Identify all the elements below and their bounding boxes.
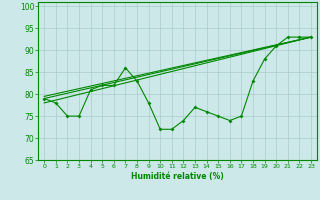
X-axis label: Humidité relative (%): Humidité relative (%) [131,172,224,181]
